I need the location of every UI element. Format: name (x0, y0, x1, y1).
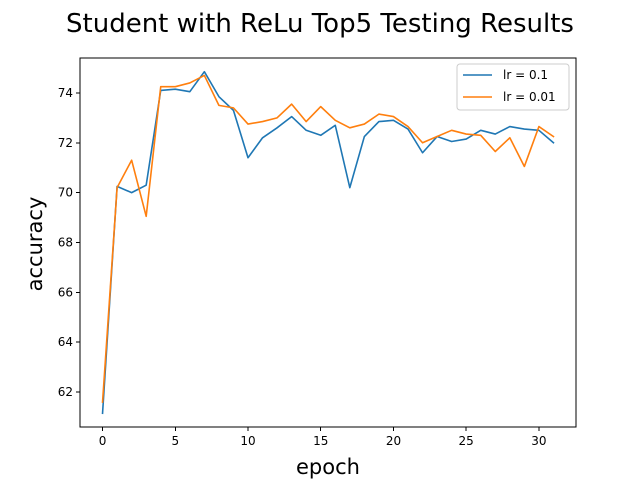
y-axis-ticks: 62 64 66 68 70 72 74 (58, 86, 80, 399)
y-tick-label: 66 (58, 285, 73, 299)
legend-items: lr = 0.1 lr = 0.01 (463, 68, 556, 104)
x-tick-label: 25 (459, 434, 474, 448)
x-axis-label: epoch (296, 455, 360, 479)
series-line-1 (101, 70, 555, 415)
y-tick-label: 64 (58, 335, 73, 349)
y-tick-label: 68 (58, 236, 73, 250)
x-tick-label: 0 (99, 434, 107, 448)
y-tick-label: 70 (58, 186, 73, 200)
legend: lr = 0.1 lr = 0.01 (456, 63, 570, 111)
x-tick-label: 20 (386, 434, 401, 448)
x-tick-label: 30 (531, 434, 546, 448)
chart-title: Student with ReLu Top5 Testing Results (66, 9, 574, 39)
y-tick-label: 62 (58, 385, 73, 399)
x-axis-ticks: 0 5 10 15 20 25 30 (99, 427, 547, 448)
legend-label-1: lr = 0.1 (503, 68, 548, 82)
plot-area: 0 5 10 15 20 25 30 62 64 66 68 70 72 74 (58, 57, 577, 448)
legend-label-2: lr = 0.01 (503, 90, 556, 104)
y-tick-label: 74 (58, 86, 73, 100)
y-axis-label: accuracy (23, 197, 47, 292)
x-tick-label: 15 (313, 434, 328, 448)
x-tick-label: 10 (240, 434, 255, 448)
y-tick-label: 72 (58, 136, 73, 150)
x-tick-label: 5 (171, 434, 179, 448)
series-lines (101, 70, 555, 415)
series-line-2 (101, 74, 555, 403)
